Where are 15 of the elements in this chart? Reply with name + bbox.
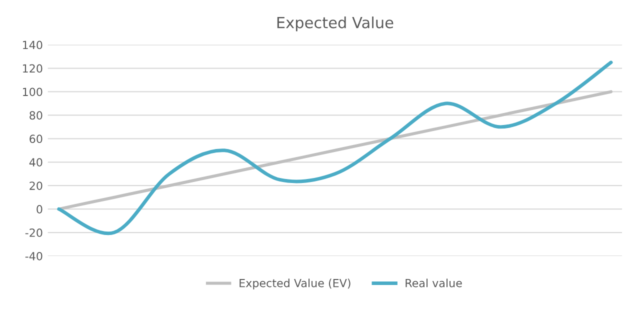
y-tick-label: 60	[30, 134, 42, 144]
line-series	[57, 90, 613, 211]
y-tick-label: 40	[29, 158, 42, 167]
y-tick-label: 20	[30, 182, 42, 190]
y-tick-label: 0	[36, 205, 42, 214]
legend-label: Expected Value (EV)	[240, 278, 350, 290]
y-tick-label: -20	[25, 228, 42, 237]
y-tick-label: 120	[23, 64, 42, 73]
y-tick-label: 100	[23, 88, 42, 96]
line-series	[57, 60, 613, 235]
y-tick-label: 80	[30, 111, 42, 120]
legend-label: Real value	[406, 278, 462, 288]
y-tick-label: 140	[23, 40, 42, 50]
chart-title: Expected Value	[277, 16, 394, 32]
y-tick-label: -40	[25, 252, 42, 260]
